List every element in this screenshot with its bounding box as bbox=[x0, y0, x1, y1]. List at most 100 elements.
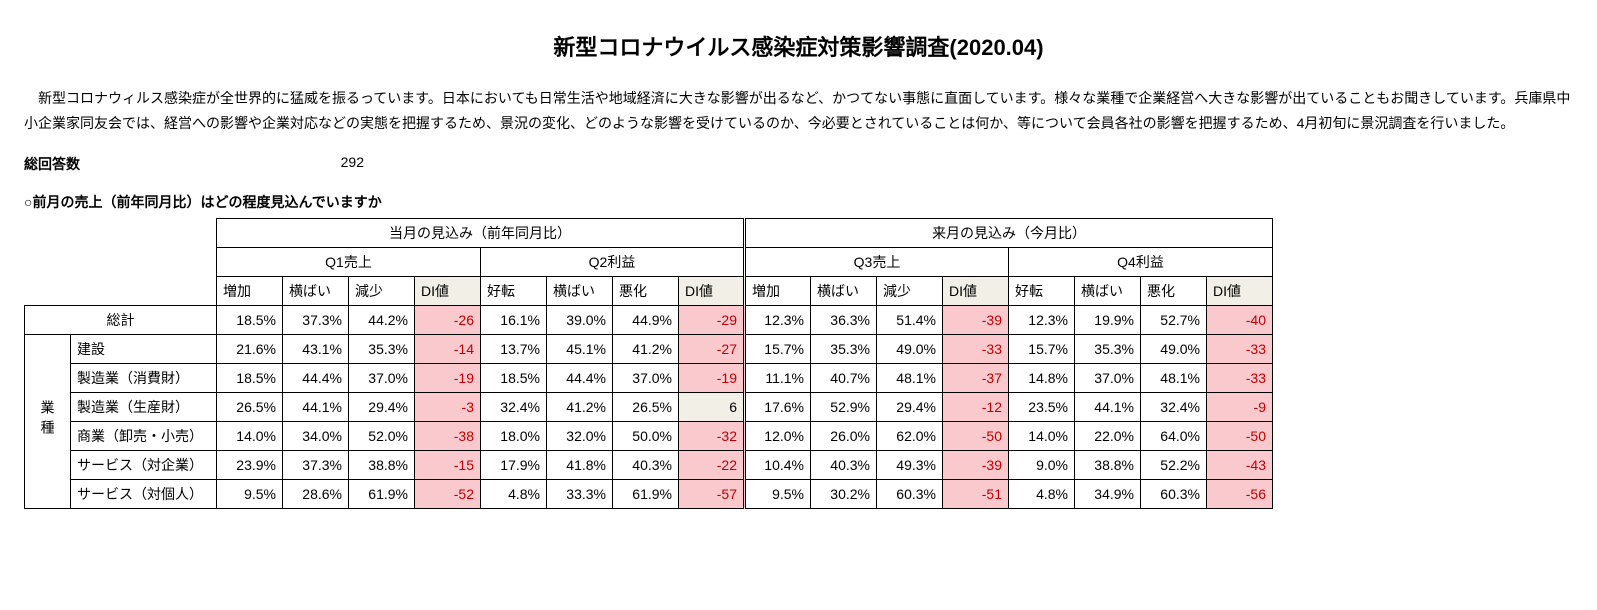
cell: 18.0% bbox=[481, 422, 547, 451]
cell: 61.9% bbox=[613, 480, 679, 509]
cell: 44.4% bbox=[547, 364, 613, 393]
cell: 26.5% bbox=[217, 393, 283, 422]
di-cell: -57 bbox=[679, 480, 745, 509]
cell: 49.3% bbox=[877, 451, 943, 480]
intro-paragraph: 新型コロナウィルス感染症が全世界的に猛威を振るっています。日本においても日常生活… bbox=[24, 86, 1573, 136]
stub-blank bbox=[25, 248, 217, 277]
cell: 44.1% bbox=[1075, 393, 1141, 422]
row-label: 製造業（生産財） bbox=[71, 393, 217, 422]
cell: 21.6% bbox=[217, 335, 283, 364]
cell: 36.3% bbox=[811, 306, 877, 335]
col-q3-di: DI値 bbox=[943, 277, 1009, 306]
di-cell: -39 bbox=[943, 306, 1009, 335]
cell: 37.3% bbox=[283, 306, 349, 335]
cell: 40.3% bbox=[811, 451, 877, 480]
cell: 50.0% bbox=[613, 422, 679, 451]
di-cell: -29 bbox=[679, 306, 745, 335]
header-row-groups: Q1売上 Q2利益 Q3売上 Q4利益 bbox=[25, 248, 1273, 277]
cell: 9.0% bbox=[1009, 451, 1075, 480]
cell: 48.1% bbox=[1141, 364, 1207, 393]
cell: 35.3% bbox=[1075, 335, 1141, 364]
cell: 44.9% bbox=[613, 306, 679, 335]
cell: 51.4% bbox=[877, 306, 943, 335]
cell: 14.8% bbox=[1009, 364, 1075, 393]
total-responses-label: 総回答数 bbox=[24, 154, 284, 174]
cell: 30.2% bbox=[811, 480, 877, 509]
cell: 28.6% bbox=[283, 480, 349, 509]
cell: 34.0% bbox=[283, 422, 349, 451]
cell: 52.0% bbox=[349, 422, 415, 451]
cell: 14.0% bbox=[217, 422, 283, 451]
table-row: 製造業（消費財）18.5%44.4%37.0%-1918.5%44.4%37.0… bbox=[25, 364, 1273, 393]
cell: 4.8% bbox=[481, 480, 547, 509]
cell: 15.7% bbox=[745, 335, 811, 364]
cell: 44.2% bbox=[349, 306, 415, 335]
cell: 10.4% bbox=[745, 451, 811, 480]
col-q4-2: 横ばい bbox=[1075, 277, 1141, 306]
cell: 17.9% bbox=[481, 451, 547, 480]
cell: 23.9% bbox=[217, 451, 283, 480]
di-cell: -33 bbox=[1207, 335, 1273, 364]
header-q4: Q4利益 bbox=[1009, 248, 1273, 277]
cell: 39.0% bbox=[547, 306, 613, 335]
cell: 41.8% bbox=[547, 451, 613, 480]
header-q1: Q1売上 bbox=[217, 248, 481, 277]
di-cell: -39 bbox=[943, 451, 1009, 480]
cell: 9.5% bbox=[217, 480, 283, 509]
category-header-label: 業種 bbox=[38, 400, 58, 440]
col-q2-3: 悪化 bbox=[613, 277, 679, 306]
cell: 22.0% bbox=[1075, 422, 1141, 451]
total-responses: 総回答数 292 bbox=[24, 154, 1573, 174]
stub-blank bbox=[25, 277, 217, 306]
col-q3-1: 増加 bbox=[745, 277, 811, 306]
cell: 49.0% bbox=[877, 335, 943, 364]
question-heading: ○前月の売上（前年同月比）はどの程度見込んでいますか bbox=[24, 192, 1573, 212]
cell: 41.2% bbox=[547, 393, 613, 422]
cell: 62.0% bbox=[877, 422, 943, 451]
cell: 37.0% bbox=[613, 364, 679, 393]
header-q3: Q3売上 bbox=[745, 248, 1009, 277]
col-q1-2: 横ばい bbox=[283, 277, 349, 306]
col-q2-1: 好転 bbox=[481, 277, 547, 306]
total-responses-value: 292 bbox=[284, 154, 364, 174]
cell: 52.7% bbox=[1141, 306, 1207, 335]
di-cell: -19 bbox=[679, 364, 745, 393]
col-q1-1: 増加 bbox=[217, 277, 283, 306]
table-row: サービス（対企業）23.9%37.3%38.8%-1517.9%41.8%40.… bbox=[25, 451, 1273, 480]
cell: 38.8% bbox=[1075, 451, 1141, 480]
col-q4-1: 好転 bbox=[1009, 277, 1075, 306]
cell: 38.8% bbox=[349, 451, 415, 480]
cell: 43.1% bbox=[283, 335, 349, 364]
cell: 48.1% bbox=[877, 364, 943, 393]
header-current-month: 当月の見込み（前年同月比） bbox=[217, 219, 745, 248]
header-row-cols: 増加 横ばい 減少 DI値 好転 横ばい 悪化 DI値 増加 横ばい 減少 DI… bbox=[25, 277, 1273, 306]
di-cell: -51 bbox=[943, 480, 1009, 509]
cell: 32.4% bbox=[481, 393, 547, 422]
cell: 52.9% bbox=[811, 393, 877, 422]
header-q2: Q2利益 bbox=[481, 248, 745, 277]
cell: 41.2% bbox=[613, 335, 679, 364]
row-label: 製造業（消費財） bbox=[71, 364, 217, 393]
col-q1-di: DI値 bbox=[415, 277, 481, 306]
cell: 29.4% bbox=[877, 393, 943, 422]
total-row-label: 総計 bbox=[25, 306, 217, 335]
di-cell: -27 bbox=[679, 335, 745, 364]
cell: 18.5% bbox=[481, 364, 547, 393]
cell: 26.0% bbox=[811, 422, 877, 451]
di-cell: -52 bbox=[415, 480, 481, 509]
cell: 33.3% bbox=[547, 480, 613, 509]
cell: 32.4% bbox=[1141, 393, 1207, 422]
cell: 61.9% bbox=[349, 480, 415, 509]
di-cell: 6 bbox=[679, 393, 745, 422]
table-row: サービス（対個人）9.5%28.6%61.9%-524.8%33.3%61.9%… bbox=[25, 480, 1273, 509]
di-cell: -9 bbox=[1207, 393, 1273, 422]
cell: 32.0% bbox=[547, 422, 613, 451]
cell: 19.9% bbox=[1075, 306, 1141, 335]
page-title: 新型コロナウイルス感染症対策影響調査(2020.04) bbox=[24, 30, 1573, 62]
cell: 26.5% bbox=[613, 393, 679, 422]
header-row-top: 当月の見込み（前年同月比） 来月の見込み（今月比） bbox=[25, 219, 1273, 248]
cell: 13.7% bbox=[481, 335, 547, 364]
cell: 16.1% bbox=[481, 306, 547, 335]
di-cell: -33 bbox=[1207, 364, 1273, 393]
cell: 15.7% bbox=[1009, 335, 1075, 364]
